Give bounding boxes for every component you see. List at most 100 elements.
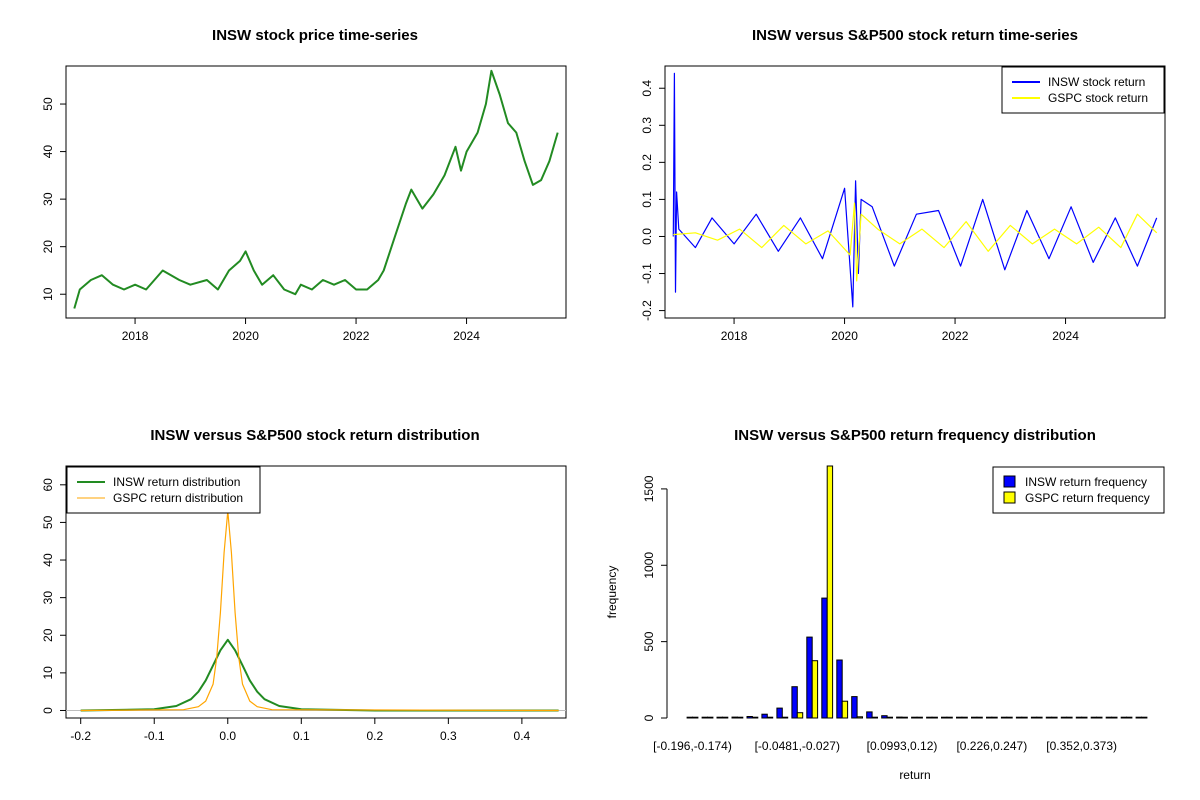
bar-0-21	[1000, 716, 1008, 719]
y-tick-label: 0.1	[640, 191, 654, 208]
panel-return-series: INSW versus S&P500 stock return time-ser…	[640, 27, 1166, 343]
x-category-label: [0.352,0.373)	[1046, 739, 1117, 753]
x-tick-label: 2022	[343, 329, 370, 343]
y-tick-label: 10	[41, 287, 55, 301]
x-tick-label: 0.4	[514, 729, 531, 743]
y-tick-label: 10	[41, 666, 55, 680]
legend-label-gspc-frequency: GSPC return frequency	[1025, 491, 1150, 505]
bar-0-30	[1135, 716, 1142, 719]
x-tick-label: 2018	[122, 329, 149, 343]
x-tick-label: 2020	[232, 329, 259, 343]
bar-1-6	[781, 716, 789, 719]
legend-distribution: INSW return distribution GSPC return dis…	[66, 466, 261, 514]
y-tick-label: 60	[41, 478, 55, 492]
bar-0-9	[821, 597, 828, 719]
axis-ticks-distribution: -0.2 -0.1 0.0 0.1 0.2 0.3 0.4 0 10 20 30 40 50 60	[41, 478, 531, 743]
bar-1-11	[856, 716, 863, 719]
bar-1-13	[886, 716, 893, 719]
bar-1-5	[766, 716, 774, 719]
bar-0-5	[761, 713, 768, 719]
panel-return-distribution: INSW versus S&P500 stock return distribu…	[41, 427, 567, 743]
bar-1-27	[1096, 716, 1103, 719]
bar-0-20	[986, 716, 993, 719]
bar-1-28	[1111, 716, 1118, 719]
bar-1-14	[901, 716, 908, 719]
bar-0-4	[746, 716, 753, 719]
x-tick-label: 0.0	[219, 729, 236, 743]
plot-frame-distribution	[65, 465, 567, 719]
legend-box-distribution	[66, 466, 261, 514]
bar-0-8	[806, 636, 813, 719]
y-tick-label: 20	[41, 240, 55, 254]
x-tick-label: 2022	[942, 329, 969, 343]
bar-1-9	[826, 465, 834, 719]
bar-0-18	[956, 716, 963, 719]
bar-0-0	[686, 716, 693, 719]
series-line-0	[73, 69, 559, 309]
bar-0-28	[1105, 716, 1113, 719]
y-tick-label: 0.3	[640, 117, 654, 134]
bar-0-29	[1120, 716, 1128, 719]
y-tick-label: 50	[41, 515, 55, 529]
y-tick-label: 30	[41, 591, 55, 605]
bar-0-13	[881, 715, 888, 719]
bars-frequency	[686, 465, 1148, 719]
x-tick-label: 0.2	[366, 729, 383, 743]
bar-1-17	[946, 716, 953, 719]
bar-1-15	[916, 716, 923, 719]
legend-returns: INSW stock return GSPC stock return	[1001, 66, 1165, 114]
bar-0-6	[776, 707, 783, 719]
bar-1-20	[991, 716, 998, 719]
x-axis-label-frequency: return	[899, 768, 930, 782]
bar-0-3	[731, 716, 738, 719]
series-line-0	[672, 72, 1158, 308]
x-tick-label: 0.1	[293, 729, 310, 743]
chart-title-distribution: INSW versus S&P500 stock return distribu…	[150, 427, 479, 444]
bar-0-16	[926, 716, 933, 719]
bar-1-25	[1066, 716, 1073, 719]
y-tick-label: 500	[642, 631, 656, 651]
legend-label-insw-return: INSW stock return	[1048, 75, 1145, 89]
bar-1-4	[751, 716, 759, 719]
chart-title-returns: INSW versus S&P500 stock return time-ser…	[752, 27, 1078, 44]
bar-1-2	[721, 716, 729, 719]
axis-ticks-returns: 2018 2020 2022 2024 -0.2 -0.1 0.0 0.1 0.2 0.3 0.4	[640, 80, 1079, 343]
x-category-label: [-0.196,-0.174)	[653, 739, 732, 753]
y-tick-label: -0.2	[640, 300, 654, 321]
bar-1-7	[796, 712, 804, 719]
y-tick-label: 1000	[642, 552, 656, 579]
y-axis-label-frequency: frequency	[605, 566, 619, 619]
y-tick-label: 0	[41, 707, 55, 714]
x-category-label: [0.226,0.247)	[956, 739, 1027, 753]
y-tick-label: 0	[642, 714, 656, 721]
bar-0-27	[1090, 716, 1098, 719]
y-tick-label: 1500	[642, 475, 656, 502]
x-category-label: [-0.0481,-0.027)	[755, 739, 840, 753]
legend-label-gspc-distribution: GSPC return distribution	[113, 491, 243, 505]
bar-0-26	[1075, 716, 1083, 719]
legend-label-gspc-return: GSPC stock return	[1048, 91, 1148, 105]
bar-1-3	[736, 716, 744, 719]
legend-frequency: INSW return frequency GSPC return freque…	[992, 466, 1165, 514]
y-tick-label: 40	[41, 145, 55, 159]
bar-0-2	[716, 716, 723, 719]
bar-0-25	[1060, 716, 1068, 719]
y-tick-label: 0.0	[640, 228, 654, 245]
bar-1-24	[1051, 716, 1058, 719]
bar-0-14	[896, 716, 903, 719]
plot-frame-price	[65, 65, 567, 319]
panel-price-series: INSW stock price time-series 2018 2020 202…	[41, 27, 567, 343]
bar-1-21	[1006, 716, 1013, 719]
bar-1-12	[871, 716, 878, 719]
bar-1-10	[841, 700, 849, 719]
x-tick-label: 2018	[721, 329, 748, 343]
bar-1-22	[1021, 716, 1028, 719]
y-tick-label: 50	[41, 97, 55, 111]
bar-1-1	[707, 716, 714, 719]
bar-0-23	[1030, 716, 1038, 719]
chart-title-frequency: INSW versus S&P500 return frequency dist…	[734, 427, 1096, 444]
bar-0-15	[911, 716, 918, 719]
legend-swatch-insw-frequency	[1003, 475, 1016, 488]
y-tick-label: 0.2	[640, 154, 654, 171]
